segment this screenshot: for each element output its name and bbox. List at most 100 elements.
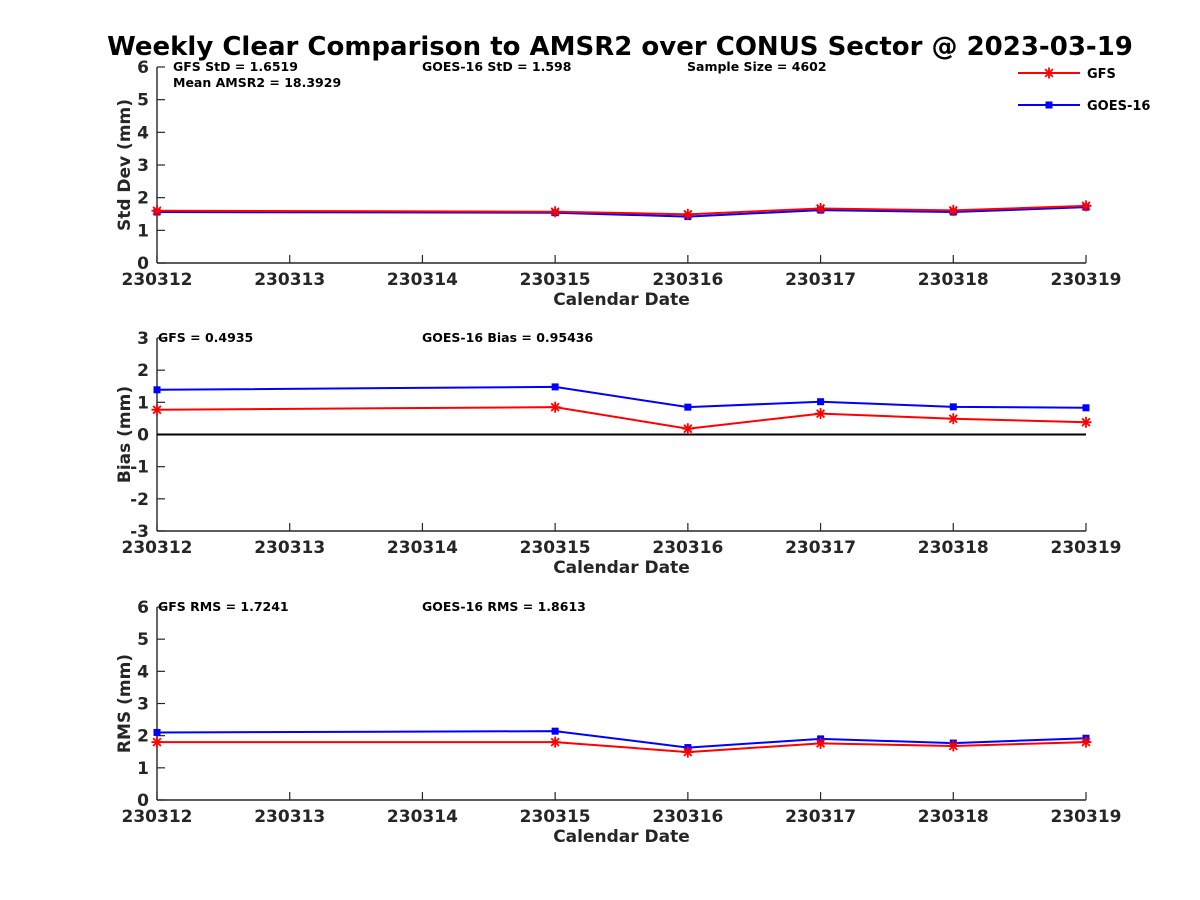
y-tick-label: 5 <box>137 91 149 111</box>
x-tick-label: 230312 <box>122 270 193 290</box>
x-tick-label: 230317 <box>785 538 856 558</box>
y-tick-label: -1 <box>130 458 149 478</box>
legend-label: GOES-16 <box>1087 99 1150 114</box>
data-point <box>949 403 957 411</box>
y-tick-label: 1 <box>137 221 149 241</box>
y-tick-label: 2 <box>137 189 149 209</box>
stat-sample-size: Sample Size = 4602 <box>687 59 827 74</box>
x-tick-label: 230315 <box>520 270 591 290</box>
series-gfs <box>151 736 1092 758</box>
x-tick-label: 230316 <box>652 270 723 290</box>
x-tick-label: 230312 <box>122 538 193 558</box>
data-point <box>684 403 692 411</box>
series-line <box>156 206 1087 218</box>
data-point <box>551 383 559 391</box>
stat-gfs: GFS RMS = 1.7241 <box>158 599 289 614</box>
series-gfs <box>151 200 1092 220</box>
data-point <box>151 404 163 416</box>
data-point <box>549 401 561 413</box>
chart-title: Weekly Clear Comparison to AMSR2 over CO… <box>107 32 1133 62</box>
legend-label: GFS <box>1087 67 1116 82</box>
x-axis-label: Calendar Date <box>553 558 690 578</box>
x-tick-label: 230317 <box>785 807 856 827</box>
data-point <box>153 386 161 394</box>
data-point <box>947 204 959 216</box>
chart-panel-1: 230312 230313 230314 230315 230316 230317 2303… <box>115 58 1121 310</box>
x-axis-label: Calendar Date <box>553 290 690 310</box>
y-tick-label: 2 <box>137 727 149 747</box>
x-tick-label: 230313 <box>254 807 325 827</box>
data-point <box>682 746 694 758</box>
data-point <box>549 736 561 748</box>
x-tick-label: 230319 <box>1051 807 1122 827</box>
data-point <box>153 728 161 736</box>
x-tick-label: 230317 <box>785 270 856 290</box>
y-tick-label: 4 <box>137 123 149 143</box>
x-tick-label: 230314 <box>387 270 458 290</box>
y-tick-label: 3 <box>137 329 149 349</box>
x-tick-label: 230314 <box>387 807 458 827</box>
x-tick-label: 230316 <box>652 538 723 558</box>
y-tick-label: -3 <box>130 522 149 542</box>
y-tick-label: 3 <box>137 156 149 176</box>
data-point <box>815 408 827 420</box>
x-tick-label: 230313 <box>254 270 325 290</box>
x-tick-label: 230319 <box>1051 270 1122 290</box>
series-line <box>156 204 1087 216</box>
legend-item-goes-16: GOES-16 <box>1018 99 1150 114</box>
y-tick-label: 3 <box>137 695 149 715</box>
x-tick-label: 230318 <box>918 270 989 290</box>
y-tick-label: 0 <box>137 254 149 274</box>
data-point <box>817 398 825 406</box>
y-tick-label: 0 <box>137 426 149 446</box>
legend-marker <box>1043 67 1055 79</box>
x-tick-label: 230318 <box>918 807 989 827</box>
x-tick-label: 230315 <box>520 538 591 558</box>
series-line <box>156 385 1087 409</box>
series-line <box>156 406 1087 430</box>
stat-goes: GOES-16 RMS = 1.8613 <box>422 599 586 614</box>
data-point <box>1080 200 1092 212</box>
y-axis-label: Bias (mm) <box>115 386 135 483</box>
x-tick-label: 230315 <box>520 807 591 827</box>
chart-legend: GFS GOES-16 <box>1018 67 1150 114</box>
y-tick-label: 1 <box>137 759 149 779</box>
y-tick-label: 6 <box>137 58 149 78</box>
data-point <box>682 208 694 220</box>
x-tick-label: 230318 <box>918 538 989 558</box>
x-tick-label: 230319 <box>1051 538 1122 558</box>
data-point <box>551 727 559 735</box>
data-point <box>1080 736 1092 748</box>
data-point <box>151 205 163 217</box>
x-tick-label: 230316 <box>652 807 723 827</box>
y-tick-label: 1 <box>137 393 149 413</box>
y-tick-label: 6 <box>137 598 149 618</box>
legend-item-gfs: GFS <box>1018 67 1116 82</box>
chart-panel-3: 230312 230313 230314 230315 230316 230317 2303… <box>115 598 1121 847</box>
stat-goes: GOES-16 Bias = 0.95436 <box>422 330 593 345</box>
legend-marker <box>1045 101 1053 109</box>
chart-panels: 230312 230313 230314 230315 230316 230317 2303… <box>115 58 1121 847</box>
y-tick-label: 2 <box>137 361 149 381</box>
y-tick-label: 4 <box>137 662 149 682</box>
data-point <box>1082 404 1090 412</box>
chart-panel-2: 230312 230313 230314 230315 230316 230317 2303… <box>115 329 1121 578</box>
data-point <box>1080 416 1092 428</box>
data-point <box>682 423 694 435</box>
series-line <box>157 741 1087 754</box>
series-goes-16 <box>153 383 1090 412</box>
data-point <box>947 413 959 425</box>
y-axis-label: Std Dev (mm) <box>115 99 135 231</box>
data-point <box>151 736 163 748</box>
y-tick-label: 0 <box>137 791 149 811</box>
data-point <box>947 740 959 752</box>
x-tick-label: 230312 <box>122 807 193 827</box>
data-point <box>815 737 827 749</box>
y-tick-label: 5 <box>137 630 149 650</box>
stat-goes: GOES-16 StD = 1.598 <box>422 59 571 74</box>
stat-gfs: GFS = 0.4935 <box>158 330 253 345</box>
x-tick-label: 230313 <box>254 538 325 558</box>
data-point <box>815 202 827 214</box>
y-tick-label: -2 <box>130 490 149 510</box>
